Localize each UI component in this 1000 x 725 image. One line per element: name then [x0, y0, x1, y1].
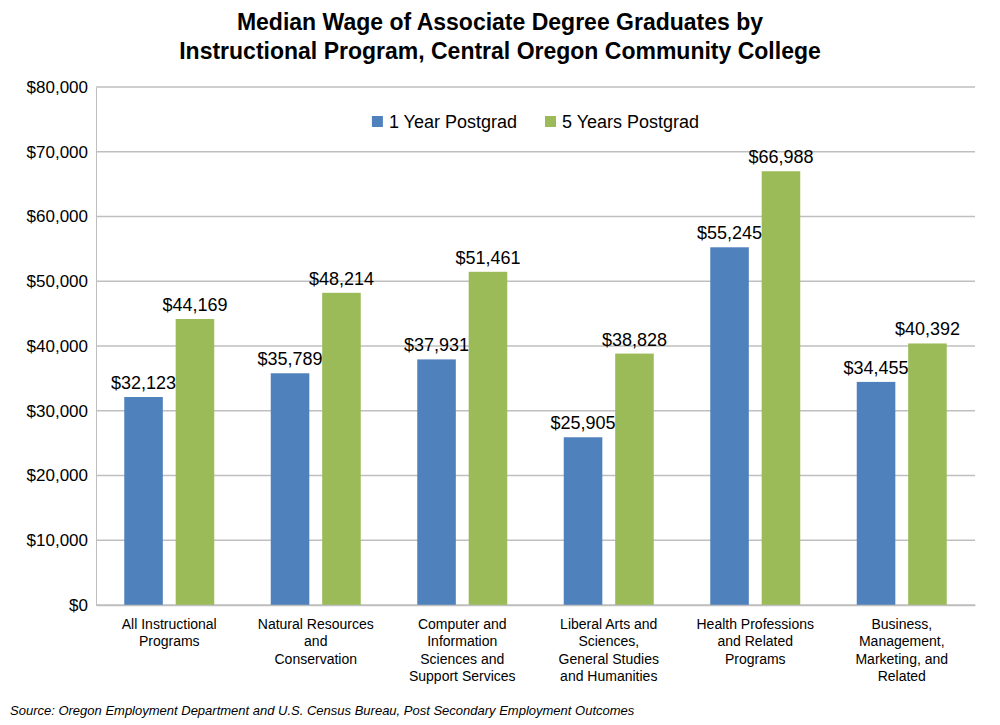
y-axis-line [96, 88, 97, 606]
x-tick-label: Computer andInformationSciences andSuppo… [409, 616, 516, 685]
legend-item: 1 Year Postgrad [372, 112, 517, 132]
bar [762, 171, 801, 605]
data-label: $32,123 [111, 373, 176, 393]
source-note: Source: Oregon Employment Department and… [10, 703, 635, 718]
data-label: $40,392 [895, 319, 960, 339]
data-label: $38,828 [602, 330, 667, 350]
bar [417, 359, 456, 605]
grid-line [96, 345, 975, 347]
x-tick: Liberal Arts andSciences,General Studies… [559, 605, 659, 684]
legend-swatch [545, 116, 556, 127]
y-tick: $80,000 [27, 78, 96, 97]
x-tick-label: Business,Management,Marketing, andRelate… [855, 616, 948, 685]
grid-line [96, 475, 975, 477]
x-tick-label: Health Professionsand RelatedPrograms [696, 616, 814, 667]
bar [710, 247, 749, 605]
y-tick-label: $0 [69, 596, 88, 615]
y-tick: $70,000 [27, 143, 96, 162]
y-tick: $40,000 [27, 337, 96, 356]
y-tick: $10,000 [27, 531, 96, 550]
y-tick: $30,000 [27, 402, 96, 421]
data-label: $55,245 [697, 223, 762, 243]
grid-line [96, 410, 975, 412]
bar [857, 382, 896, 605]
data-label: $44,169 [162, 295, 227, 315]
x-tick: Computer andInformationSciences andSuppo… [409, 605, 516, 684]
data-label: $34,455 [843, 358, 908, 378]
bar [176, 319, 215, 605]
grid-line [96, 604, 975, 606]
bar [908, 343, 947, 605]
data-labels: $32,123 $35,789 $37,931 $25,905 $55,245 $34,4… [111, 147, 960, 433]
y-tick: $60,000 [27, 207, 96, 226]
bar [469, 272, 508, 605]
legend-label: 5 Years Postgrad [562, 112, 699, 132]
legend-swatch [372, 116, 383, 127]
title: Median Wage of Associate Degree Graduate… [179, 9, 821, 64]
bar [615, 354, 654, 605]
y-tick-label: $30,000 [27, 402, 88, 421]
data-label: $25,905 [550, 413, 615, 433]
legend-item: 5 Years Postgrad [545, 112, 699, 132]
y-tick-label: $60,000 [27, 207, 88, 226]
x-tick-label: All InstructionalPrograms [122, 616, 217, 650]
y-tick-label: $50,000 [27, 272, 88, 291]
x-axis: All InstructionalPrograms Natural Resourc… [97, 605, 976, 684]
x-tick: Health Professionsand RelatedPrograms [696, 605, 814, 667]
data-label: $66,988 [748, 147, 813, 167]
grid-line [96, 151, 975, 153]
y-tick-label: $20,000 [27, 466, 88, 485]
grid-line [96, 86, 975, 88]
data-label: $51,461 [455, 248, 520, 268]
y-tick: $50,000 [27, 272, 96, 291]
data-label: $37,931 [404, 335, 469, 355]
grid [96, 87, 975, 605]
y-tick-label: $70,000 [27, 143, 88, 162]
x-tick-label: Natural ResourcesandConservation [258, 616, 374, 667]
bar [564, 437, 603, 605]
grid-line [96, 281, 975, 283]
y-tick-label: $80,000 [27, 78, 88, 97]
bar [322, 293, 361, 605]
y-tick: $20,000 [27, 466, 96, 485]
bars [124, 171, 947, 605]
x-tick: Natural ResourcesandConservation [258, 605, 374, 667]
y-tick-label: $10,000 [27, 531, 88, 550]
x-tick: All InstructionalPrograms [122, 605, 217, 649]
grid-line [96, 540, 975, 542]
x-tick: Business,Management,Marketing, andRelate… [855, 605, 948, 684]
legend-label: 1 Year Postgrad [389, 112, 517, 132]
y-tick-label: $40,000 [27, 337, 88, 356]
x-tick-label: Liberal Arts andSciences,General Studies… [559, 616, 659, 685]
y-axis: $0 $10,000 $20,000 $30,000 $40,000 $50,000 $60… [27, 78, 97, 615]
bar [271, 373, 310, 605]
bar [124, 397, 163, 605]
grid-line [96, 216, 975, 218]
x-axis-line [97, 605, 976, 607]
data-label: $48,214 [309, 269, 374, 289]
chart: Median Wage of Associate Degree Graduate… [0, 0, 1000, 725]
legend: 1 Year Postgrad 5 Years Postgrad [372, 112, 699, 132]
data-label: $35,789 [257, 349, 322, 369]
y-tick: $0 [69, 596, 96, 615]
